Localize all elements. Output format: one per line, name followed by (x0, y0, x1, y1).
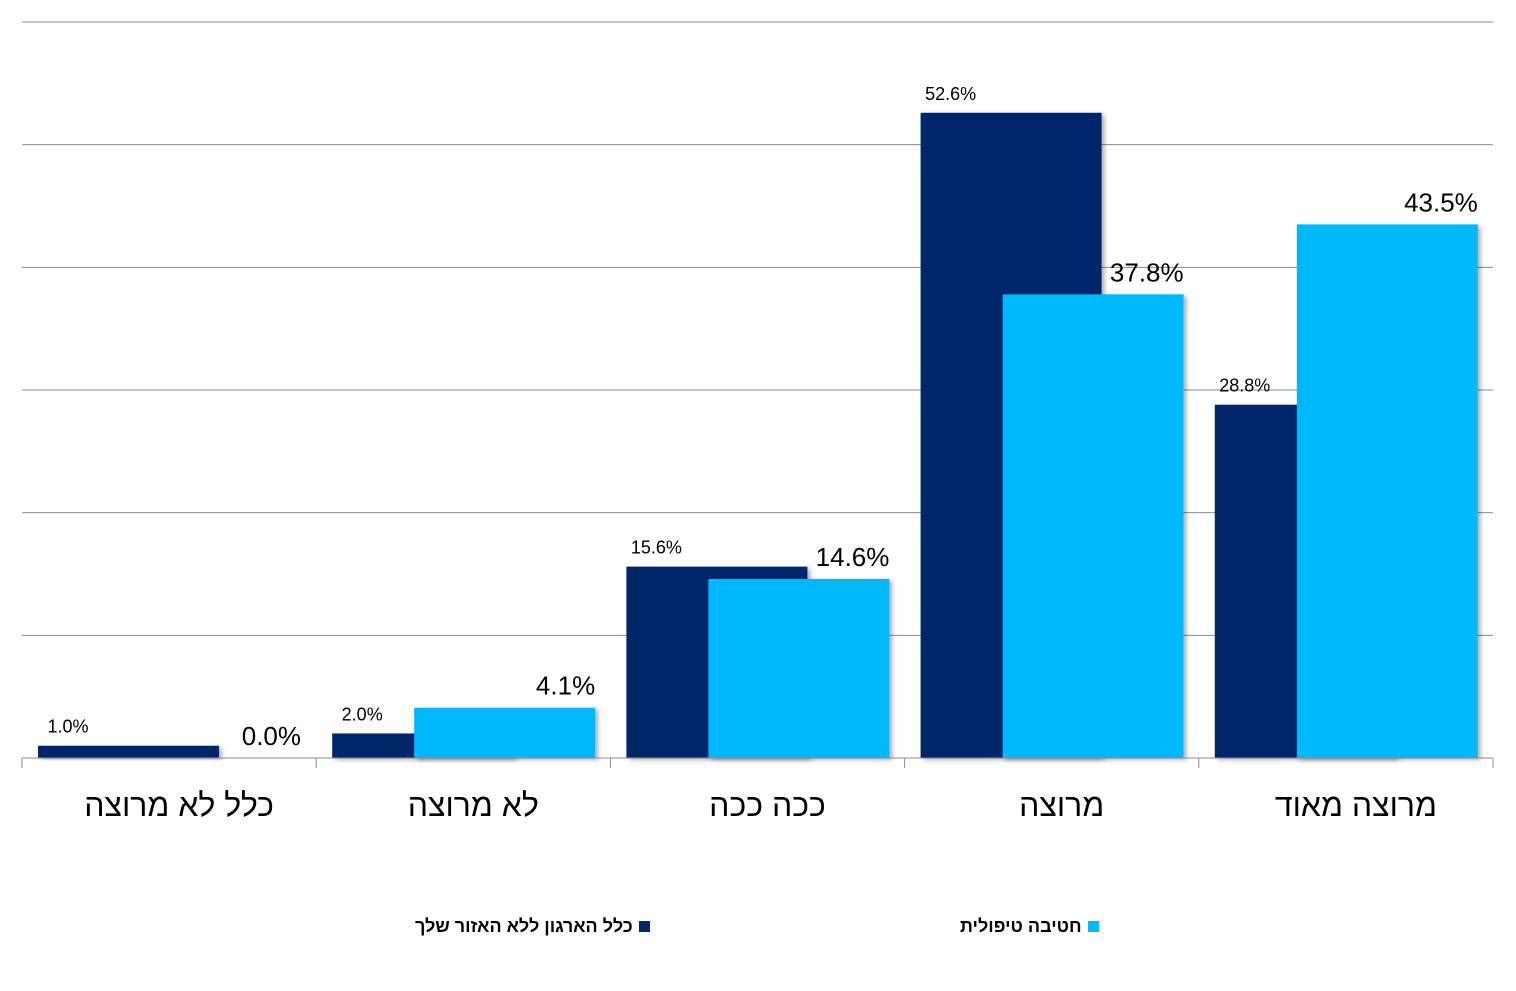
data-label-series-1-2: 2.0% (342, 704, 383, 724)
legend-item-series-1: כלל הארגון ללא האזור שלך (415, 912, 650, 940)
data-label-series-1-5: 28.8% (1219, 376, 1270, 396)
data-label-series-1-3: 15.6% (631, 538, 682, 558)
data-label-series-2-1: 0.0% (242, 721, 301, 751)
legend-swatch-series-2 (1087, 920, 1099, 932)
bar-series-2-5 (1296, 224, 1478, 758)
bar-series-2-2 (414, 707, 596, 758)
x-tick-label: מרוצה מאוד (1275, 787, 1437, 823)
data-label-series-1-1: 1.0% (47, 717, 88, 737)
data-label-series-2-5: 43.5% (1404, 187, 1478, 217)
legend-label-series-2: חטיבה טיפולית (960, 915, 1082, 936)
data-label-series-2-3: 14.6% (816, 542, 890, 572)
x-tick-label: כלל לא מרוצה (84, 787, 274, 823)
x-tick-label: ככה ככה (709, 787, 826, 823)
data-label-series-2-2: 4.1% (536, 671, 595, 701)
data-label-series-2-4: 37.8% (1110, 257, 1184, 287)
x-tick-label: מרוצה (1019, 787, 1104, 823)
x-tick-label: לא מרוצה (408, 787, 539, 823)
bars (38, 112, 1478, 759)
x-tick-labels: כלל לא מרוצה לא מרוצה ככה ככה מרוצה מרוצה מא… (84, 787, 1437, 823)
legend-swatch-series-1 (638, 920, 650, 932)
bar-series-2-4 (1002, 294, 1184, 758)
data-labels: 1.0% 0.0% 2.0% 4.1% 15.6% 14.6% 52.6% 37.8% 28.8… (47, 84, 1477, 751)
data-label-series-1-4: 52.6% (925, 84, 976, 104)
bar-series-1-1 (38, 745, 219, 758)
x-axis (21, 757, 1494, 768)
legend-item-series-2: חטיבה טיפולית (960, 912, 1099, 940)
legend-label-series-1: כלל הארגון ללא האזור שלך (415, 915, 633, 936)
bar-series-2-3 (708, 578, 890, 758)
